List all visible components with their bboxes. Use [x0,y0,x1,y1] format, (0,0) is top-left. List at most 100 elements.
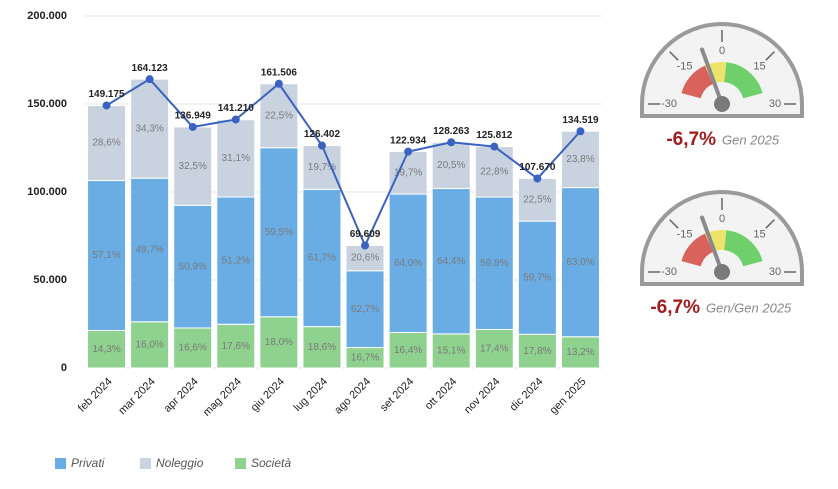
x-tick-label: ago 2024 [332,376,373,417]
gauge-tick [765,219,775,229]
bar-segment [216,119,256,198]
segment-label: 16,0% [135,340,163,351]
segment-label: 49,7% [135,245,163,256]
gauge-band [724,230,763,267]
x-tick-label: feb 2024 [76,376,115,415]
bar-segment [302,326,342,369]
segment-label: 23,8% [566,154,594,165]
line-point [231,115,240,124]
total-line [106,77,582,248]
line-point [447,138,456,147]
segment-label: 31,1% [222,153,250,164]
segment-label: 18,6% [308,342,336,353]
segment-label: 34,3% [135,123,163,134]
bar-segment [216,196,256,325]
segment-label: 50,9% [179,261,207,272]
legend-swatch [140,458,151,469]
x-tick-label: dic 2024 [508,376,546,414]
total-label: 164.123 [132,63,169,74]
bar-segment [173,204,213,329]
bar-segment [388,150,428,195]
segment-label: 19,7% [308,162,336,173]
gauge-caption: Gen/Gen 2025 [706,300,792,315]
segment-label: 20,5% [437,160,465,171]
total-label: 149.175 [88,89,125,100]
line-point [145,75,154,84]
segment-label: 17,8% [523,346,551,357]
line-point [490,142,499,151]
total-label: 122.934 [390,135,427,146]
y-tick-label: 200.000 [27,10,67,22]
segment-label: 57,1% [92,250,120,261]
bar-segment [474,196,514,330]
segment-label: 22,5% [265,110,293,121]
segment-label: 64,0% [394,258,422,269]
y-tick-label: 100.000 [27,186,67,198]
legend-label: Società [251,456,291,470]
segment-label: 62,7% [351,304,379,315]
segment-label: 51,2% [222,255,250,266]
line-point [533,174,542,183]
gauge-band [681,65,714,99]
legend-label: Noleggio [156,456,204,470]
segment-label: 22,8% [480,166,508,177]
gauge-hub [714,96,730,112]
bar-segment [345,270,385,349]
gauge-tick-label: -15 [677,228,693,240]
segment-label: 32,5% [179,161,207,172]
gauge-value: -6,7% [666,129,716,150]
x-tick-label: giu 2024 [249,376,287,414]
x-tick-label: mar 2024 [116,376,157,417]
bar-segment [87,180,127,331]
x-tick-label: mag 2024 [201,376,244,419]
segment-label: 61,7% [308,253,336,264]
bar-segment [474,328,514,369]
gauge-caption: Gen 2025 [722,132,780,147]
total-label: 161.506 [261,67,298,78]
bar-segment [259,316,299,369]
legend-swatch [55,458,66,469]
bar-segment [431,141,471,190]
y-tick-label: 0 [61,362,67,374]
bar-segment [302,145,342,190]
bar-segment [87,329,127,369]
line-point [274,79,283,88]
segment-label: 17,6% [222,341,250,352]
segment-label: 14,3% [92,344,120,355]
bar-segment [431,333,471,369]
y-tick-label: 150.000 [27,98,67,110]
total-label: 141.210 [218,103,255,114]
gauge-tick-label: 0 [719,213,725,225]
gauge-tick-label: -30 [661,266,677,278]
x-tick-label: ott 2024 [423,376,460,413]
segment-label: 19,7% [394,167,422,178]
gauge-value: -6,7% [650,297,700,318]
x-tick-label: gen 2025 [548,376,589,417]
line-point [361,241,370,250]
total-label: 125.812 [476,130,513,141]
bar-segment [302,188,342,328]
bar-segment [517,333,557,369]
total-label: 136.949 [175,111,212,122]
bar-segment [388,332,428,369]
gauge-band [724,62,763,99]
gauge-hub [714,264,730,280]
bar-segment [560,187,600,338]
line-point [404,147,413,156]
y-tick-label: 50.000 [33,274,67,286]
segment-label: 13,2% [566,347,594,358]
segment-label: 64,4% [437,256,465,267]
segment-label: 17,4% [480,343,508,354]
x-tick-label: apr 2024 [162,376,201,415]
gauge-band [681,233,714,267]
gauge-tick [669,51,679,61]
total-label: 69.609 [350,229,381,240]
line-point [317,141,326,150]
gauge-tick-label: -30 [661,98,677,110]
bar-segment [173,126,213,206]
segment-label: 22,5% [523,194,551,205]
gauge-tick-label: 15 [753,60,765,72]
segment-label: 63,0% [566,257,594,268]
x-tick-label: nov 2024 [462,376,502,416]
